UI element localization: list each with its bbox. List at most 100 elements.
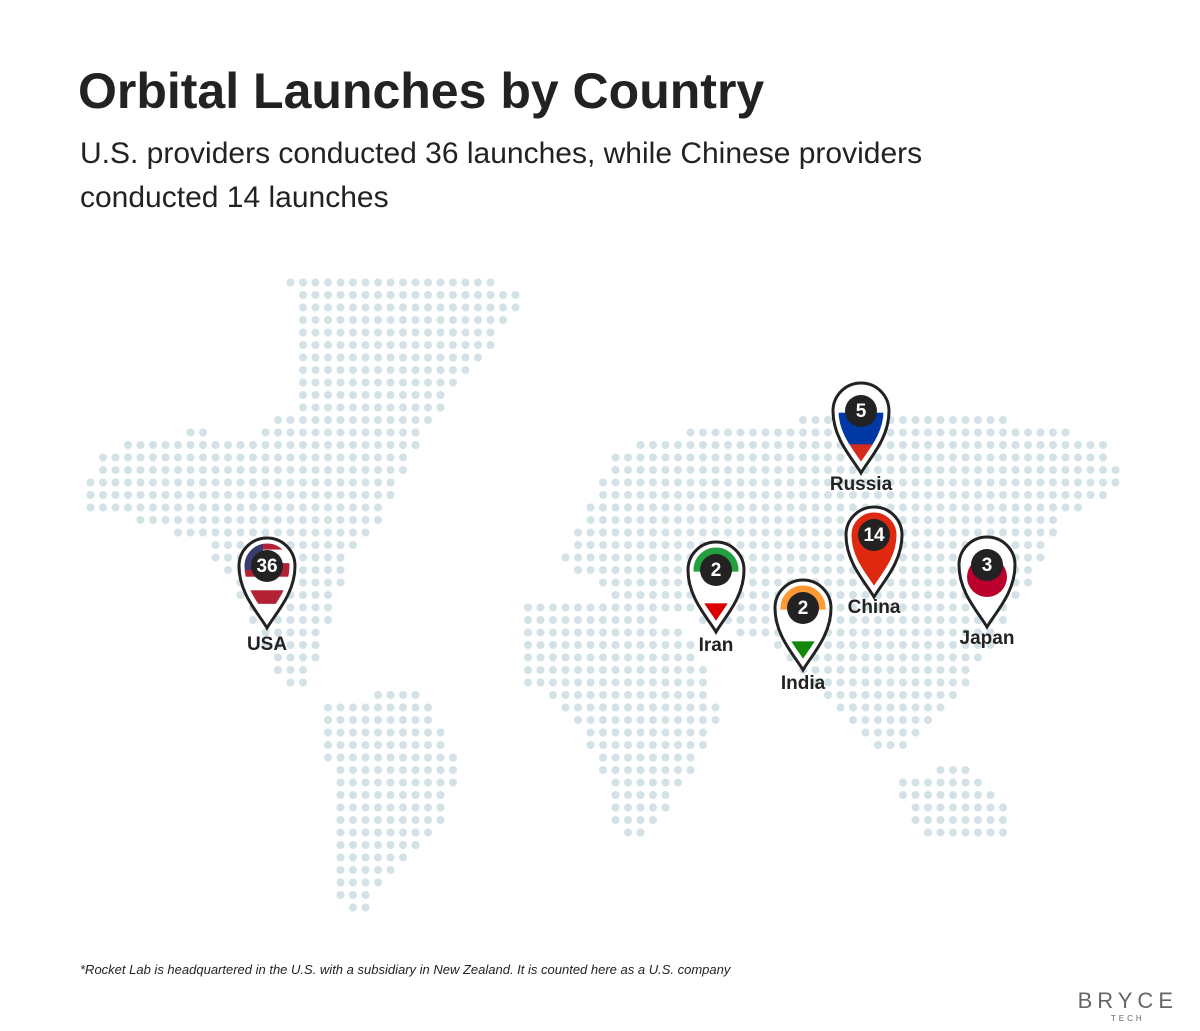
map-dot — [874, 491, 882, 499]
map-dot — [511, 291, 520, 299]
map-dot — [361, 828, 370, 837]
map-dot — [699, 728, 707, 737]
map-dot — [311, 553, 320, 562]
map-dot — [599, 741, 607, 749]
map-dot — [911, 503, 920, 512]
map-dot — [924, 428, 932, 437]
map-dot — [624, 553, 632, 562]
map-dot — [611, 791, 620, 799]
map-dot — [749, 428, 757, 437]
map-dot — [999, 816, 1007, 824]
map-dot — [236, 591, 245, 599]
map-dot — [686, 691, 695, 699]
map-dot — [624, 703, 632, 712]
map-dot — [349, 353, 357, 362]
map-dot — [936, 616, 945, 624]
map-dot — [1074, 453, 1082, 462]
map-dot — [286, 416, 295, 424]
map-dot — [624, 478, 632, 487]
map-dot — [799, 516, 807, 524]
map-dot — [799, 528, 807, 537]
map-dot — [199, 503, 207, 512]
map-dot — [136, 478, 145, 487]
map-dot — [524, 603, 532, 612]
map-dot — [811, 528, 820, 537]
map-dot — [949, 641, 957, 649]
map-dot — [299, 453, 307, 462]
map-dot — [936, 553, 945, 562]
map-dot — [986, 828, 995, 837]
map-dot — [474, 353, 482, 362]
map-dot — [411, 366, 420, 374]
map-dot — [336, 278, 345, 287]
map-dot — [286, 503, 295, 512]
pin-inner — [775, 580, 831, 670]
map-dot — [1036, 541, 1045, 549]
map-dot — [736, 616, 745, 624]
map-dot — [936, 566, 945, 574]
map-dot — [949, 816, 957, 824]
map-dot — [386, 491, 395, 499]
map-dot — [924, 828, 932, 837]
map-dot — [349, 828, 357, 837]
map-dot — [949, 453, 957, 462]
map-dot — [836, 566, 845, 574]
map-dot — [374, 516, 382, 524]
map-dot — [1061, 491, 1070, 499]
map-dot — [349, 528, 357, 537]
map-dot — [961, 416, 970, 424]
map-dot — [636, 653, 645, 662]
map-dot — [436, 316, 445, 324]
map-dot — [936, 528, 945, 537]
map-dot — [286, 441, 295, 449]
map-dot — [749, 478, 757, 487]
map-dot — [311, 491, 320, 499]
map-dot — [311, 641, 320, 649]
map-dot — [261, 441, 270, 449]
map-dot — [686, 741, 695, 749]
map-dot — [624, 791, 632, 799]
map-dot — [236, 453, 245, 462]
map-dot — [1024, 578, 1032, 587]
map-dot — [949, 791, 957, 799]
map-dot — [186, 516, 195, 524]
map-dot — [349, 278, 357, 287]
map-dot — [111, 453, 120, 462]
map-dot — [436, 778, 445, 787]
map-dot — [361, 416, 370, 424]
map-dot — [649, 641, 657, 649]
map-dot — [874, 691, 882, 699]
map-dot — [824, 653, 832, 662]
map-dot — [886, 491, 895, 499]
pin-label: Japan — [960, 628, 1015, 649]
map-dot — [886, 578, 895, 587]
map-dot — [699, 691, 707, 699]
map-dot — [899, 478, 907, 487]
map-dot — [736, 491, 745, 499]
map-dot — [924, 678, 932, 687]
map-dot — [986, 791, 995, 799]
map-dot — [136, 516, 145, 524]
map-dot — [849, 716, 857, 724]
map-dot — [711, 453, 720, 462]
map-dot — [611, 528, 620, 537]
map-dot — [586, 728, 595, 737]
map-dot — [161, 453, 170, 462]
map-dot — [536, 666, 545, 674]
map-dot — [786, 453, 795, 462]
map-dot — [361, 353, 370, 362]
map-dot — [311, 303, 320, 312]
map-dot — [611, 553, 620, 562]
map-dot — [649, 803, 657, 812]
map-dot — [974, 503, 982, 512]
map-dot — [661, 691, 670, 699]
map-dot — [536, 628, 545, 637]
map-dot — [186, 503, 195, 512]
map-dot — [824, 528, 832, 537]
map-dot — [436, 391, 445, 399]
map-dot — [399, 303, 407, 312]
map-dot — [274, 503, 282, 512]
map-dot — [161, 516, 170, 524]
map-dot — [249, 503, 257, 512]
